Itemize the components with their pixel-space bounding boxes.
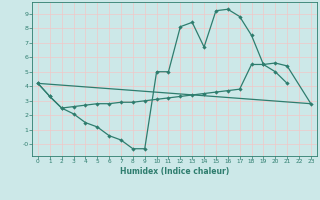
- X-axis label: Humidex (Indice chaleur): Humidex (Indice chaleur): [120, 167, 229, 176]
